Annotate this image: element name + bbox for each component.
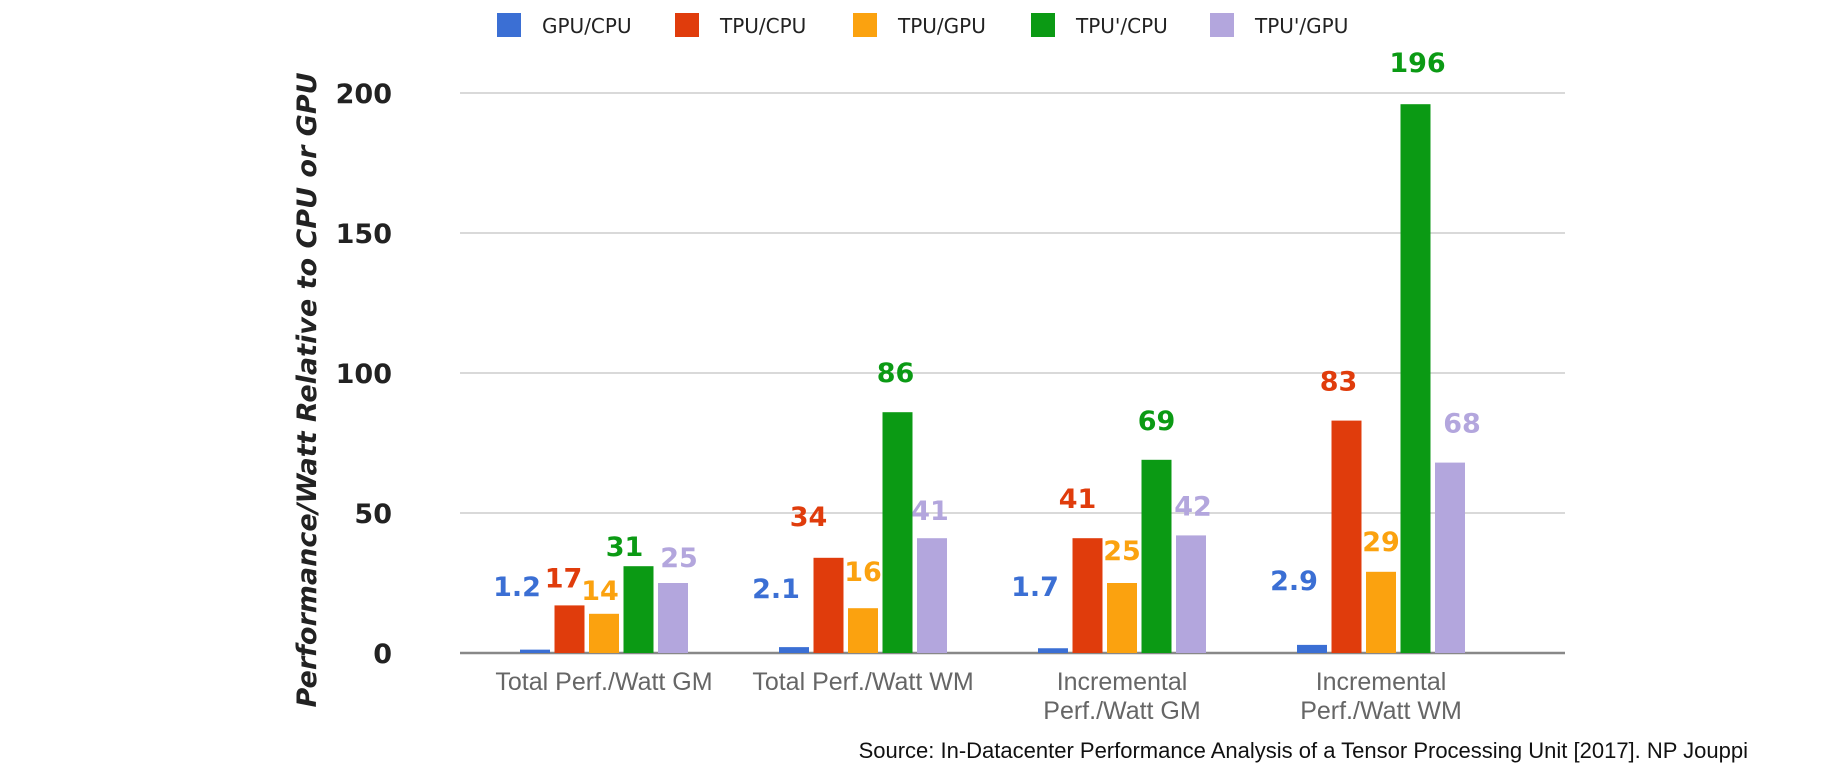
data-label: 1.2 — [493, 572, 541, 603]
y-tick-label: 0 — [373, 639, 392, 670]
bar-tpu-cpu — [1072, 538, 1103, 653]
bar-tpu-gpu — [848, 608, 878, 653]
bar-tpu-cpu — [623, 566, 654, 653]
bar-tpu-gpu — [917, 538, 947, 653]
data-label: 2.1 — [752, 574, 800, 605]
x-tick-label: Perf./Watt WM — [1300, 697, 1462, 725]
legend-label: TPU'/GPU — [1254, 14, 1348, 38]
bar-tpu-gpu — [1366, 571, 1396, 653]
bar-gpu-cpu — [779, 647, 809, 653]
y-tick-label: 150 — [336, 219, 392, 250]
data-label: 16 — [844, 557, 882, 588]
data-label: 86 — [877, 358, 915, 389]
bar-tpu-gpu — [589, 613, 619, 653]
legend-swatch — [497, 13, 521, 37]
bar-tpu-cpu — [554, 605, 585, 653]
legend-label: TPU/GPU — [897, 14, 986, 38]
data-label: 34 — [790, 502, 828, 533]
data-label: 69 — [1138, 406, 1176, 437]
bar-tpu-gpu — [1176, 535, 1206, 653]
data-label: 68 — [1443, 409, 1481, 440]
legend-label: TPU'/CPU — [1075, 14, 1168, 38]
bar-tpu-cpu — [1331, 420, 1362, 653]
data-label: 196 — [1389, 48, 1445, 79]
data-label: 29 — [1362, 527, 1400, 558]
bar-gpu-cpu — [1297, 644, 1327, 653]
bar-tpu-cpu — [1400, 104, 1431, 653]
legend-label: TPU/CPU — [719, 14, 806, 38]
y-axis-title: Performance/Watt Relative to CPU or GPU — [292, 72, 323, 707]
x-tick-label: Incremental — [1316, 668, 1447, 696]
data-label: 1.7 — [1011, 572, 1059, 603]
bar-tpu-gpu — [1107, 583, 1137, 653]
data-label: 41 — [911, 496, 949, 527]
data-label: 42 — [1174, 491, 1212, 522]
data-label: 25 — [660, 543, 698, 574]
data-label: 14 — [581, 576, 619, 607]
y-tick-label: 200 — [336, 79, 392, 110]
data-label: 25 — [1103, 536, 1141, 567]
y-tick-label: 50 — [354, 499, 392, 530]
data-label: 41 — [1059, 484, 1097, 515]
data-label: 83 — [1320, 367, 1358, 398]
x-tick-label: Incremental — [1057, 668, 1188, 696]
legend-swatch — [1031, 13, 1055, 37]
data-label: 31 — [606, 532, 644, 563]
bar-tpu-cpu — [813, 557, 844, 653]
legend-label: GPU/CPU — [542, 14, 632, 38]
bar-tpu-gpu — [1435, 462, 1465, 653]
data-label: 2.9 — [1270, 566, 1318, 597]
x-tick-label: Perf./Watt GM — [1043, 697, 1200, 725]
source-note: Source: In-Datacenter Performance Analys… — [858, 738, 1748, 763]
y-tick-label: 100 — [336, 359, 392, 390]
legend-swatch — [1210, 13, 1234, 37]
data-label: 17 — [545, 563, 583, 594]
legend-swatch — [675, 13, 699, 37]
legend-swatch — [853, 13, 877, 37]
x-tick-label: Total Perf./Watt GM — [495, 668, 712, 696]
bar-tpu-gpu — [658, 583, 688, 653]
bar-tpu-cpu — [882, 412, 913, 653]
bar-tpu-cpu — [1141, 459, 1172, 653]
bar-gpu-cpu — [520, 649, 550, 653]
bar-gpu-cpu — [1038, 648, 1068, 653]
x-tick-label: Total Perf./Watt WM — [752, 668, 973, 696]
